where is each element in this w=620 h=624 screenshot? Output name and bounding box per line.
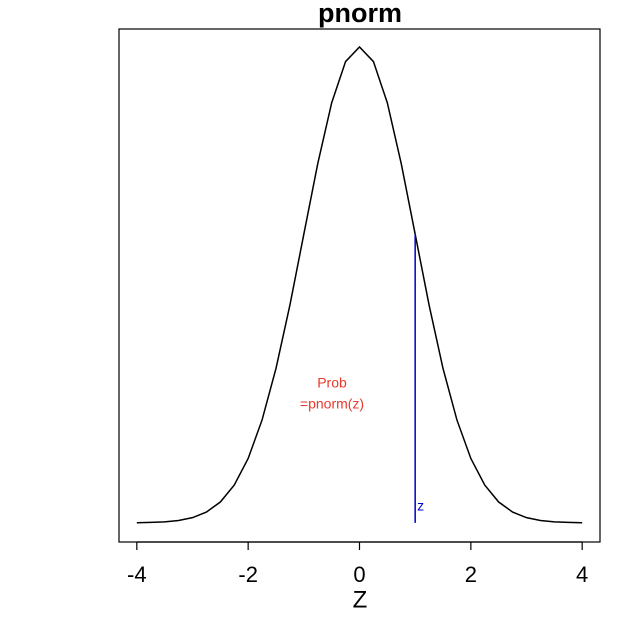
x-tick-label: -4 [127, 562, 147, 587]
z-label: z [417, 498, 424, 514]
x-tick-label: 2 [465, 562, 477, 587]
x-tick-label: 4 [576, 562, 588, 587]
annotation: =pnorm(z) [300, 396, 364, 412]
x-axis-label: Z [353, 586, 368, 613]
density-curve [136, 45, 583, 524]
x-tick-label: -2 [238, 562, 258, 587]
chart-title: pnorm [318, 0, 402, 28]
x-tick-label: 0 [353, 562, 365, 587]
annotation: Prob [317, 375, 347, 391]
